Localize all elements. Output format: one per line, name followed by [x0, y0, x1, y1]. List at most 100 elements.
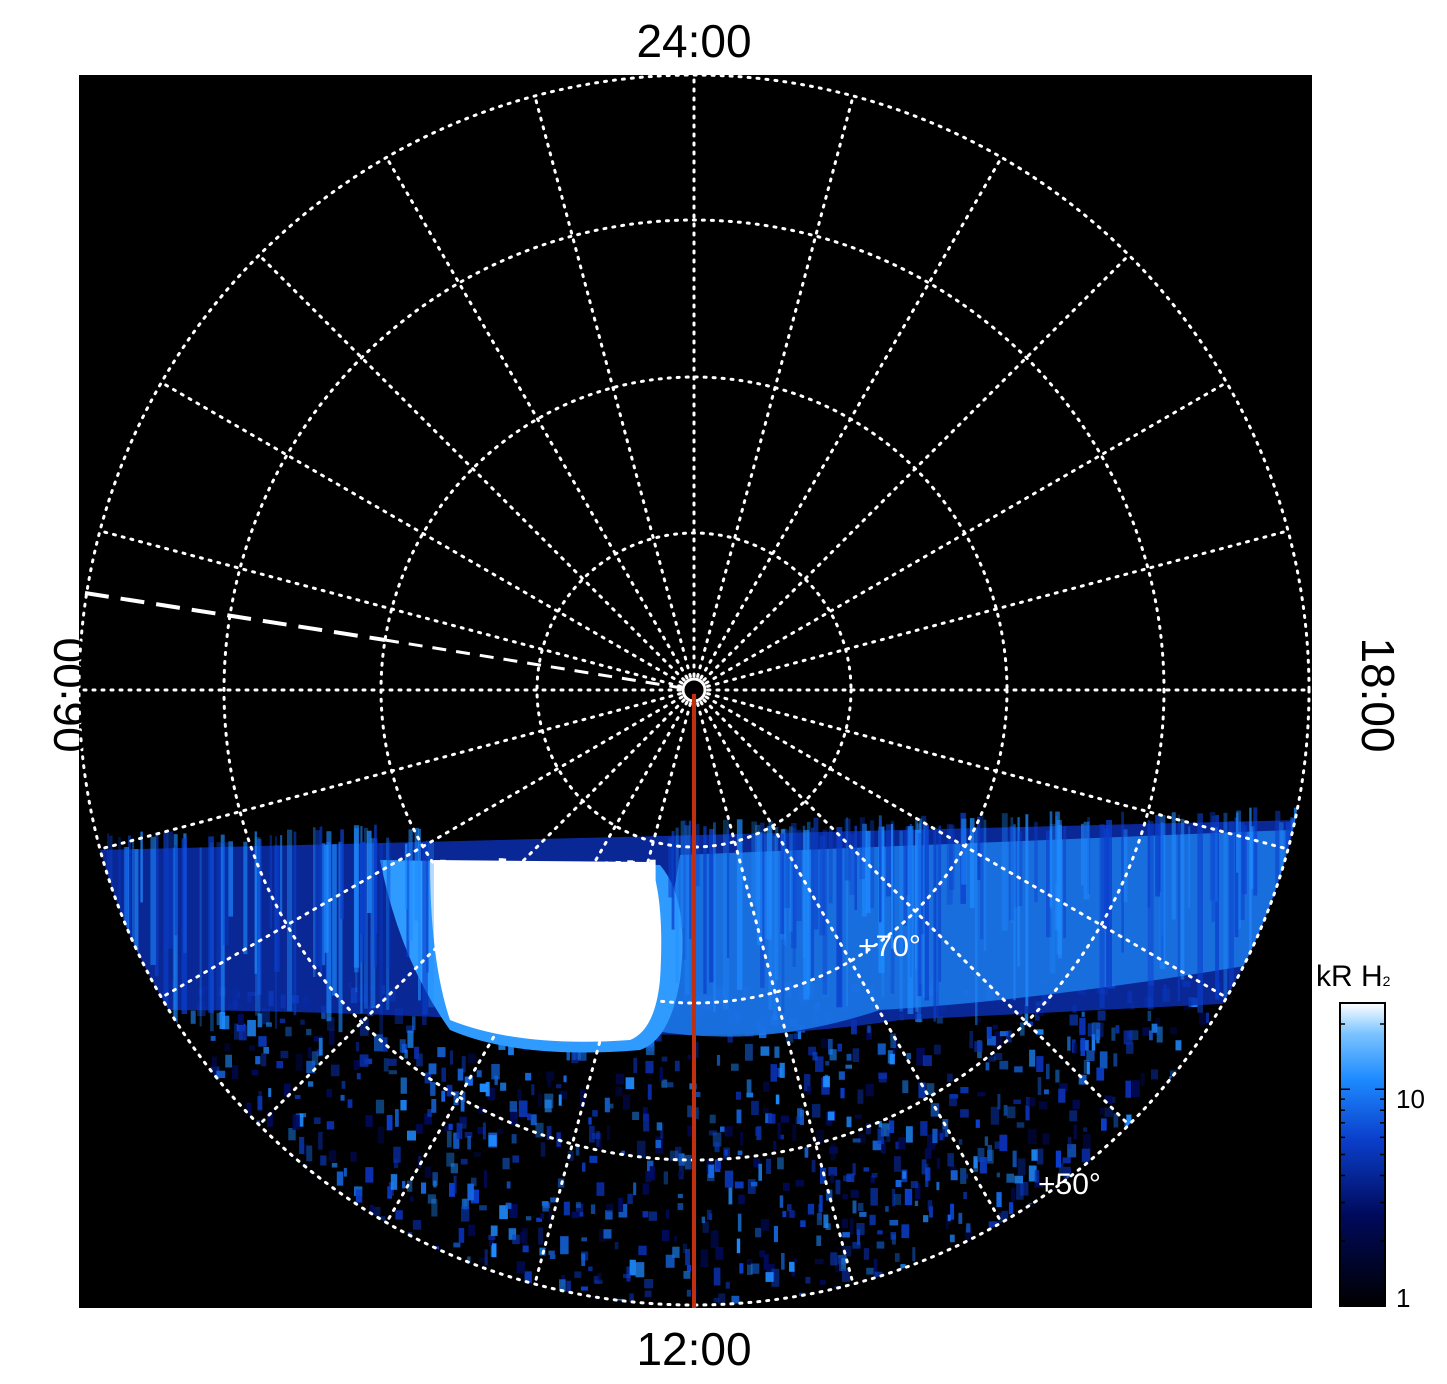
- emission-pixel: [341, 1081, 346, 1089]
- emission-pixel: [893, 1156, 901, 1172]
- emission-pixel: [592, 1132, 601, 1140]
- emission-pixel: [1091, 1034, 1096, 1051]
- emission-pixel: [279, 1018, 286, 1024]
- emission-pixel: [313, 1036, 322, 1042]
- emission-pixel: [546, 1126, 552, 1140]
- emission-pixel: [852, 1048, 859, 1062]
- emission-pixel: [692, 1091, 701, 1098]
- emission-streak: [406, 842, 410, 957]
- emission-streak: [293, 831, 297, 1016]
- emission-pixel: [812, 1052, 818, 1061]
- emission-pixel: [644, 1290, 652, 1298]
- emission-pixel: [895, 1180, 902, 1187]
- emission-pixel: [330, 1064, 340, 1077]
- emission-pixel: [754, 1127, 760, 1136]
- emission-pixel: [1083, 1059, 1089, 1074]
- emission-pixel: [714, 1142, 720, 1153]
- emission-pixel: [996, 1192, 1002, 1208]
- emission-pixel: [609, 1103, 614, 1109]
- emission-pixel: [804, 1074, 811, 1092]
- emission-pixel: [851, 1019, 857, 1035]
- emission-pixel: [343, 1167, 347, 1177]
- emission-streak: [131, 838, 135, 944]
- emission-pixel: [559, 1090, 568, 1100]
- emission-pixel: [1013, 1099, 1021, 1104]
- emission-pixel: [1067, 1144, 1077, 1158]
- emission-pixel: [701, 1216, 706, 1224]
- emission-pixel: [547, 1080, 552, 1088]
- emission-pixel: [1011, 1187, 1016, 1202]
- emission-pixel: [524, 1271, 532, 1286]
- emission-pixel: [816, 1235, 822, 1246]
- emission-pixel: [713, 1267, 721, 1286]
- emission-pixel: [387, 1058, 397, 1066]
- emission-streak: [924, 825, 929, 1001]
- emission-pixel: [918, 1082, 926, 1099]
- emission-pixel: [1123, 1030, 1133, 1045]
- emission-pixel: [912, 1247, 916, 1262]
- emission-pixel: [819, 1279, 826, 1285]
- emission-pixel: [494, 1075, 498, 1085]
- emission-pixel: [375, 1099, 385, 1114]
- emission-pixel: [708, 1164, 714, 1178]
- emission-pixel: [746, 1259, 753, 1266]
- emission-pixel: [963, 1192, 967, 1199]
- emission-pixel: [642, 1307, 646, 1313]
- emission-pixel: [765, 1272, 774, 1282]
- emission-pixel: [476, 1070, 482, 1078]
- emission-pixel: [842, 1245, 852, 1257]
- emission-pixel: [257, 1013, 263, 1028]
- emission-pixel: [700, 1249, 709, 1268]
- emission-pixel: [211, 1056, 217, 1075]
- emission-pixel: [526, 1216, 532, 1221]
- emission-pixel: [888, 1120, 895, 1133]
- emission-pixel: [430, 1082, 436, 1096]
- emission-streak: [768, 820, 773, 1010]
- dashed-reference-line: [84, 591, 386, 642]
- emission-pixel: [987, 1144, 992, 1161]
- emission-pixel: [359, 1018, 369, 1036]
- emission-pixel: [846, 1053, 852, 1061]
- emission-pixel: [825, 1060, 830, 1066]
- emission-pixel: [597, 1272, 602, 1281]
- emission-pixel: [992, 1024, 998, 1030]
- emission-pixel: [863, 1248, 870, 1260]
- emission-streak: [885, 824, 891, 897]
- emission-pixel: [1037, 1010, 1044, 1017]
- emission-streak: [760, 822, 765, 988]
- emission-pixel: [1096, 1067, 1105, 1081]
- emission-pixel: [660, 1123, 664, 1139]
- emission-pixel: [581, 1286, 588, 1291]
- emission-streak-bright: [607, 871, 614, 932]
- emission-pixel: [706, 1209, 712, 1220]
- emission-pixel: [854, 1114, 862, 1119]
- emission-pixel: [812, 1104, 821, 1118]
- emission-pixel: [674, 1060, 680, 1072]
- meridian-line: [159, 695, 684, 999]
- emission-pixel: [633, 1057, 638, 1073]
- emission-streak: [1223, 812, 1228, 1000]
- emission-pixel: [659, 1067, 663, 1081]
- emission-pixel: [499, 1205, 508, 1220]
- emission-pixel: [736, 1109, 742, 1124]
- emission-pixel: [837, 1043, 842, 1052]
- emission-streak: [355, 842, 358, 993]
- meridian-line: [696, 94, 855, 678]
- emission-pixel: [779, 1134, 784, 1140]
- emission-streak: [280, 835, 283, 913]
- emission-pixel: [927, 1200, 933, 1212]
- emission-pixel: [760, 1310, 768, 1320]
- emission-pixel: [489, 1234, 495, 1247]
- emission-pixel: [750, 1263, 760, 1274]
- emission-pixel: [801, 1307, 808, 1320]
- emission-pixel: [274, 1310, 280, 1316]
- emission-pixel: [1067, 1136, 1072, 1149]
- emission-pixel: [390, 1174, 398, 1190]
- emission-pixel: [422, 1013, 427, 1025]
- emission-streak: [784, 829, 790, 909]
- emission-pixel: [751, 1181, 758, 1187]
- emission-pixel: [839, 1257, 846, 1271]
- emission-pixel: [827, 1111, 835, 1121]
- emission-pixel: [1082, 1134, 1091, 1150]
- emission-pixel: [559, 1279, 566, 1294]
